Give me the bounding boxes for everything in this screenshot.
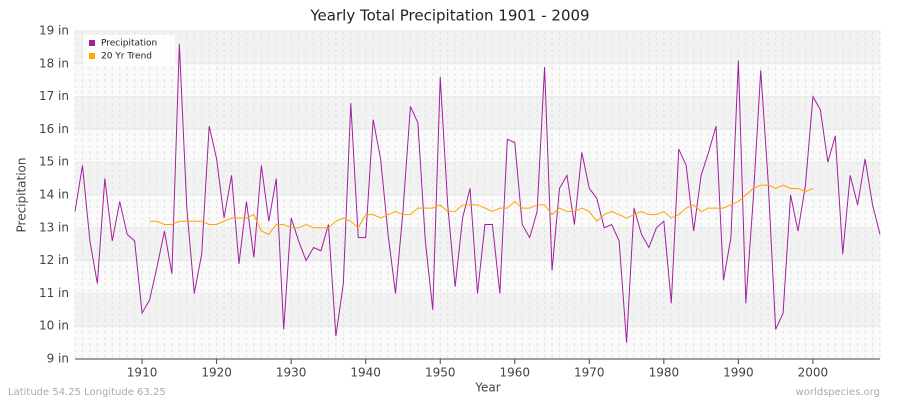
grid-band [75, 162, 880, 195]
x-tick-label: 1990 [723, 366, 754, 380]
x-tick-label: 1910 [127, 366, 158, 380]
x-tick-label: 1950 [425, 366, 456, 380]
legend-swatch [89, 53, 95, 59]
legend-swatch [89, 40, 95, 46]
y-tick-label: 16 in [39, 122, 69, 136]
y-tick-label: 12 in [39, 253, 69, 267]
x-tick-label: 1980 [649, 366, 680, 380]
footer-left: Latitude 54.25 Longitude 63.25 [8, 387, 166, 398]
y-tick-label: 11 in [39, 286, 69, 300]
chart-title: Yearly Total Precipitation 1901 - 2009 [309, 7, 589, 25]
x-tick-label: 1970 [574, 366, 605, 380]
series-line [74, 44, 881, 343]
y-tick-label: 14 in [39, 188, 69, 202]
x-tick-label: 2000 [798, 366, 829, 380]
footer-right: worldspecies.org [796, 387, 880, 398]
x-tick-label: 1960 [499, 366, 530, 380]
y-tick-label: 17 in [39, 89, 69, 103]
x-tick-label: 1920 [201, 366, 232, 380]
y-tick-label: 19 in [39, 24, 69, 38]
y-tick-label: 15 in [39, 155, 69, 169]
grid-band [75, 31, 880, 64]
y-axis-label: Precipitation [15, 157, 29, 232]
x-axis-label: Year [474, 381, 500, 395]
legend-label: 20 Yr Trend [101, 52, 152, 62]
legend-label: Precipitation [101, 39, 157, 49]
legend-box [83, 35, 175, 65]
x-tick-label: 1930 [276, 366, 307, 380]
y-tick-label: 18 in [39, 56, 69, 70]
y-tick-label: 13 in [39, 220, 69, 234]
series-line [149, 184, 814, 235]
x-tick-label: 1940 [350, 366, 381, 380]
y-tick-label: 9 in [47, 352, 69, 366]
y-tick-label: 10 in [39, 319, 69, 333]
